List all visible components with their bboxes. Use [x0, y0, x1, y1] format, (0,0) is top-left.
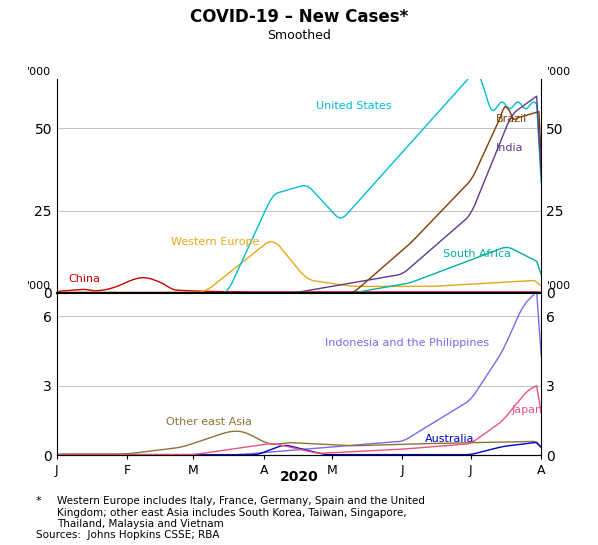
Text: Japan: Japan	[512, 405, 543, 415]
Text: Australia: Australia	[425, 434, 475, 444]
Text: China: China	[68, 275, 100, 284]
Text: Other east Asia: Other east Asia	[166, 417, 252, 427]
Text: Indonesia and the Philippines: Indonesia and the Philippines	[325, 338, 489, 348]
Text: 2020: 2020	[280, 470, 318, 484]
Text: '000: '000	[547, 281, 571, 292]
Text: '000: '000	[27, 67, 51, 77]
Text: Sources:  Johns Hopkins CSSE; RBA: Sources: Johns Hopkins CSSE; RBA	[36, 530, 219, 540]
Text: Western Europe: Western Europe	[170, 237, 259, 247]
Text: United States: United States	[316, 101, 392, 111]
Text: India: India	[496, 143, 523, 154]
Text: South Africa: South Africa	[443, 249, 511, 259]
Text: Smoothed: Smoothed	[267, 29, 331, 43]
Text: '000: '000	[27, 281, 51, 292]
Text: COVID-19 – New Cases*: COVID-19 – New Cases*	[190, 8, 408, 26]
Text: '000: '000	[547, 67, 571, 77]
Text: *: *	[36, 496, 41, 506]
Text: Brazil: Brazil	[496, 114, 527, 124]
Text: Western Europe includes Italy, France, Germany, Spain and the United
Kingdom; ot: Western Europe includes Italy, France, G…	[57, 496, 425, 529]
